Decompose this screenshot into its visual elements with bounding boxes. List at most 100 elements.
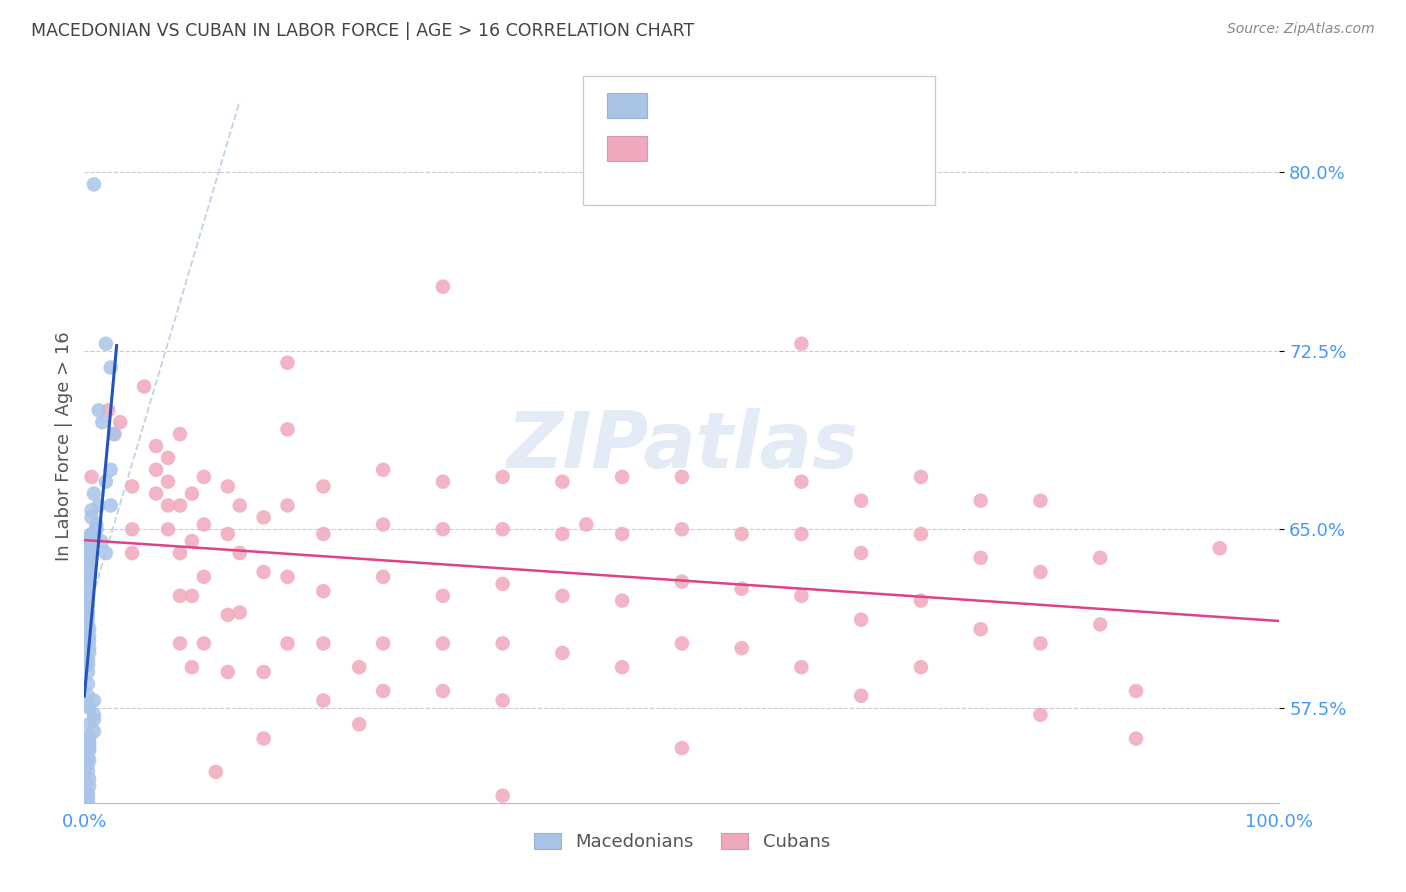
Point	[110, 415, 132, 429]
Point	[83, 486, 105, 500]
Point	[80, 527, 103, 541]
Point	[77, 553, 100, 567]
Text: Source: ZipAtlas.com: Source: ZipAtlas.com	[1227, 22, 1375, 37]
Point	[77, 779, 100, 793]
Point	[1125, 684, 1147, 698]
Point	[492, 470, 515, 484]
Point	[910, 660, 932, 674]
Point	[157, 475, 180, 489]
Point	[1029, 636, 1052, 650]
Point	[77, 657, 100, 672]
Point	[970, 550, 993, 565]
Point	[1029, 707, 1052, 722]
Point	[132, 379, 156, 393]
Point	[373, 517, 395, 532]
Point	[77, 753, 100, 767]
Point	[181, 534, 204, 549]
Point	[77, 731, 100, 746]
Point	[312, 527, 335, 541]
Point	[94, 336, 117, 351]
Point	[83, 724, 105, 739]
Point	[575, 517, 598, 532]
Point	[671, 470, 693, 484]
Point	[86, 517, 108, 532]
Point	[671, 522, 693, 536]
Point	[181, 486, 204, 500]
Point	[77, 593, 100, 607]
Point	[312, 636, 335, 650]
Point	[432, 279, 454, 293]
Point	[731, 582, 754, 596]
Point	[77, 629, 100, 643]
Point	[193, 636, 215, 650]
Point	[790, 527, 813, 541]
Point	[612, 660, 634, 674]
Point	[77, 689, 100, 703]
Point	[83, 707, 105, 722]
Text: -0.148: -0.148	[706, 138, 776, 158]
Point	[100, 499, 122, 513]
Point	[612, 527, 634, 541]
Point	[77, 546, 100, 560]
Point	[77, 717, 100, 731]
Point	[277, 356, 299, 370]
Point	[612, 593, 634, 607]
Point	[121, 546, 143, 560]
Text: ZIPatlas: ZIPatlas	[506, 408, 858, 484]
Point	[83, 178, 105, 192]
Point	[671, 741, 693, 756]
Point	[103, 427, 125, 442]
Point	[80, 470, 103, 484]
Point	[790, 336, 813, 351]
Text: R =: R =	[658, 138, 700, 158]
Point	[851, 493, 873, 508]
Point	[77, 764, 100, 779]
Point	[169, 546, 191, 560]
Point	[169, 636, 191, 650]
Point	[97, 403, 120, 417]
Text: N =: N =	[785, 138, 828, 158]
Point	[83, 713, 105, 727]
Point	[790, 660, 813, 674]
Point	[551, 475, 574, 489]
Y-axis label: In Labor Force | Age > 16: In Labor Force | Age > 16	[55, 331, 73, 561]
Point	[217, 479, 239, 493]
Point	[77, 646, 100, 660]
Point	[312, 693, 335, 707]
Point	[157, 499, 180, 513]
Point	[90, 534, 112, 549]
Point	[336, 824, 359, 838]
Point	[77, 634, 100, 648]
Point	[77, 653, 100, 667]
Point	[77, 543, 100, 558]
Point	[77, 574, 100, 589]
Point	[121, 522, 143, 536]
Point	[851, 613, 873, 627]
Text: MACEDONIAN VS CUBAN IN LABOR FORCE | AGE > 16 CORRELATION CHART: MACEDONIAN VS CUBAN IN LABOR FORCE | AGE…	[31, 22, 695, 40]
Point	[551, 527, 574, 541]
Point	[277, 499, 299, 513]
Point	[77, 741, 100, 756]
Point	[77, 606, 100, 620]
Legend: Macedonians, Cubans: Macedonians, Cubans	[527, 825, 837, 858]
Point	[910, 470, 932, 484]
Point	[492, 789, 515, 803]
Point	[77, 570, 100, 584]
Point	[551, 589, 574, 603]
Point	[94, 475, 117, 489]
Point	[77, 550, 100, 565]
Point	[193, 517, 215, 532]
Point	[145, 486, 167, 500]
Point	[1125, 731, 1147, 746]
Point	[100, 463, 122, 477]
Point	[169, 427, 191, 442]
Point	[432, 475, 454, 489]
Point	[87, 499, 110, 513]
Point	[970, 493, 993, 508]
Point	[312, 479, 335, 493]
Point	[217, 607, 239, 622]
Text: 108: 108	[834, 138, 875, 158]
Point	[312, 584, 335, 599]
Point	[77, 641, 100, 656]
Point	[432, 684, 454, 698]
